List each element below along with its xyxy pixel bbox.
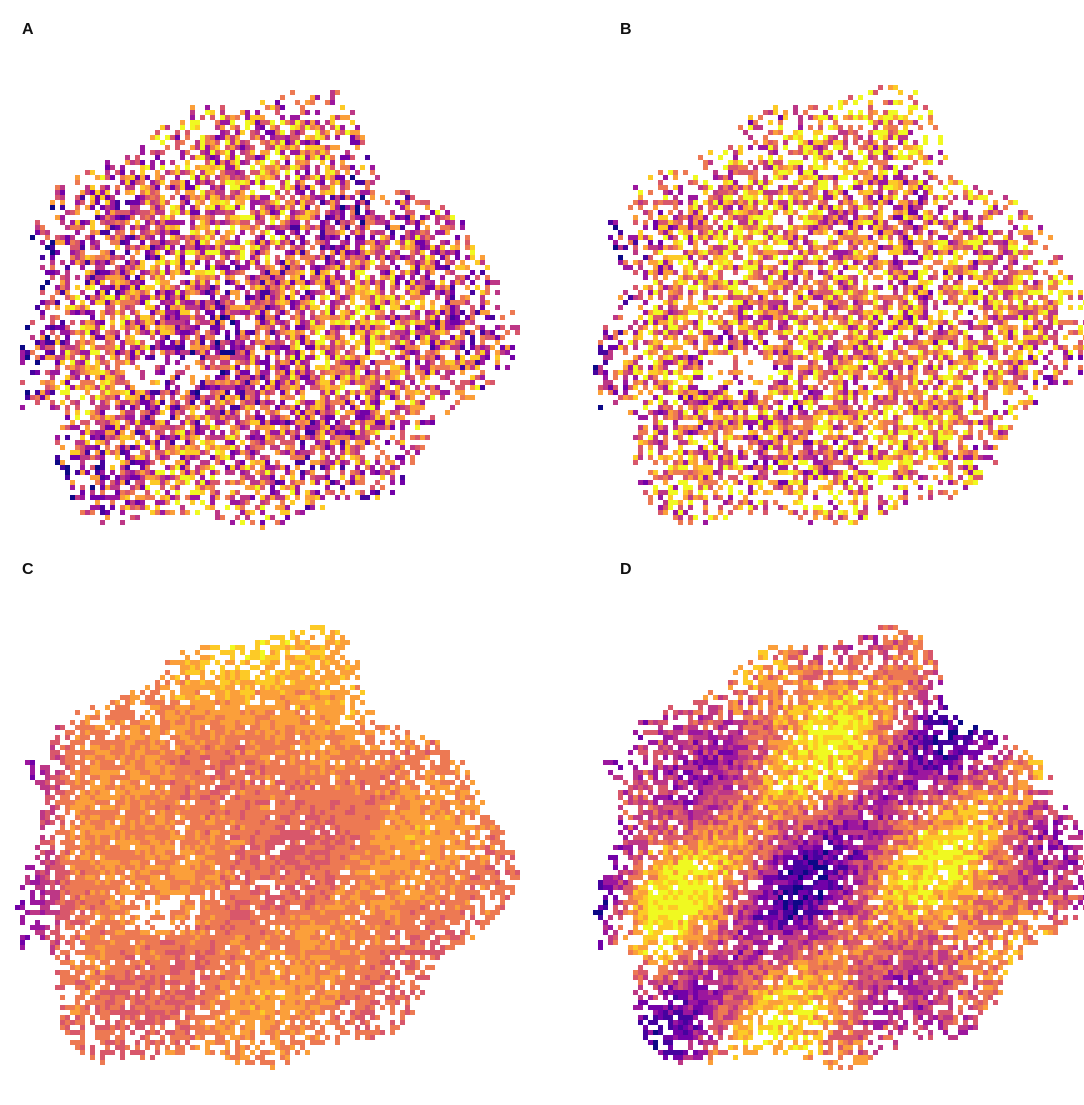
heat-cells [613, 625, 1078, 1070]
heat-cells [65, 630, 495, 1070]
panel-label: C [22, 561, 34, 578]
heat-cells [55, 100, 500, 515]
heat-cells [598, 95, 1083, 525]
heatmaps [15, 85, 1084, 1070]
heat-cells [598, 85, 1084, 525]
heat-cells [603, 635, 1084, 1060]
heat-cells [613, 625, 1084, 1055]
heat-cells [30, 90, 520, 525]
heat-cells [15, 760, 35, 945]
heat-cells [643, 695, 988, 1050]
heat-cells [628, 90, 1084, 525]
heat-cells [20, 760, 45, 950]
heat-cells [598, 85, 1083, 520]
heat-cells [230, 640, 290, 660]
heat-cells [60, 110, 480, 525]
heat-cells [20, 175, 365, 500]
heat-cells [50, 660, 520, 1065]
heat-cells [30, 90, 515, 525]
panel-label: D [620, 561, 632, 578]
heat-cells [593, 720, 978, 1050]
heat-cells [603, 640, 1084, 1065]
panel-label: B [620, 21, 632, 38]
panel-label: A [22, 21, 34, 38]
heat-cells [175, 625, 450, 1015]
heat-cells [20, 95, 510, 525]
heat-cells [618, 85, 1083, 515]
